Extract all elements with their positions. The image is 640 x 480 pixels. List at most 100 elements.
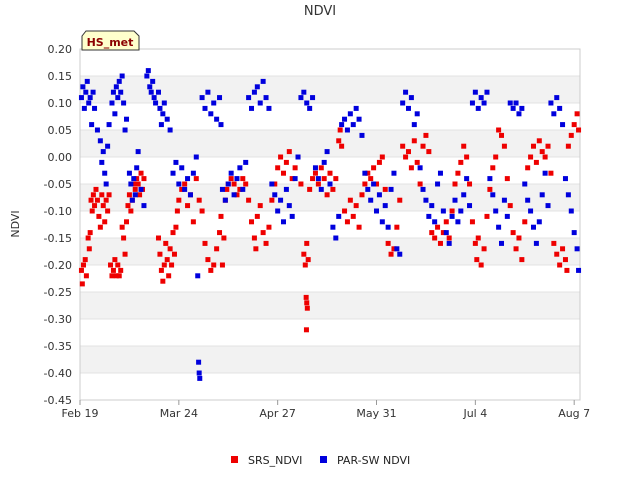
point-par-sw-ndvi bbox=[475, 105, 481, 111]
point-srs-ndvi bbox=[507, 203, 513, 209]
point-srs-ndvi bbox=[249, 219, 255, 225]
point-srs-ndvi bbox=[132, 186, 138, 192]
point-srs-ndvi bbox=[102, 219, 108, 225]
point-par-sw-ndvi bbox=[190, 170, 196, 176]
point-par-sw-ndvi bbox=[356, 116, 362, 122]
point-par-sw-ndvi bbox=[131, 176, 137, 182]
point-par-sw-ndvi bbox=[307, 105, 313, 111]
plot-band bbox=[80, 211, 580, 238]
point-srs-ndvi bbox=[164, 257, 170, 263]
point-srs-ndvi bbox=[411, 138, 417, 144]
point-srs-ndvi bbox=[557, 262, 563, 268]
point-par-sw-ndvi bbox=[554, 95, 560, 101]
point-par-sw-ndvi bbox=[83, 89, 89, 95]
point-srs-ndvi bbox=[237, 186, 243, 192]
point-srs-ndvi bbox=[135, 181, 141, 187]
point-par-sw-ndvi bbox=[263, 95, 269, 101]
plot-band bbox=[80, 373, 580, 400]
point-srs-ndvi bbox=[128, 208, 134, 214]
point-srs-ndvi bbox=[217, 230, 223, 236]
point-par-sw-ndvi bbox=[246, 95, 252, 101]
point-srs-ndvi bbox=[283, 159, 289, 165]
point-par-sw-ndvi bbox=[195, 273, 201, 279]
point-srs-ndvi bbox=[174, 208, 180, 214]
point-srs-ndvi bbox=[405, 149, 411, 155]
point-srs-ndvi bbox=[435, 224, 441, 230]
point-srs-ndvi bbox=[307, 186, 313, 192]
point-srs-ndvi bbox=[169, 262, 175, 268]
point-srs-ndvi bbox=[365, 170, 371, 176]
point-par-sw-ndvi bbox=[414, 111, 420, 117]
plot-band bbox=[80, 319, 580, 346]
point-srs-ndvi bbox=[560, 246, 566, 252]
point-par-sw-ndvi bbox=[278, 197, 284, 203]
point-par-sw-ndvi bbox=[525, 197, 531, 203]
point-srs-ndvi bbox=[163, 240, 169, 246]
point-srs-ndvi bbox=[400, 143, 406, 149]
point-srs-ndvi bbox=[452, 181, 458, 187]
point-srs-ndvi bbox=[353, 203, 359, 209]
point-par-sw-ndvi bbox=[141, 203, 147, 209]
point-srs-ndvi bbox=[551, 240, 557, 246]
point-par-sw-ndvi bbox=[403, 89, 409, 95]
point-par-sw-ndvi bbox=[132, 192, 138, 198]
point-srs-ndvi bbox=[263, 240, 269, 246]
y-tick-label: -0.30 bbox=[44, 313, 72, 326]
point-par-sw-ndvi bbox=[272, 192, 278, 198]
point-par-sw-ndvi bbox=[197, 375, 203, 381]
point-par-sw-ndvi bbox=[128, 181, 134, 187]
data-points bbox=[78, 68, 582, 381]
point-srs-ndvi bbox=[487, 186, 493, 192]
point-srs-ndvi bbox=[278, 154, 284, 160]
point-par-sw-ndvi bbox=[193, 154, 199, 160]
point-srs-ndvi bbox=[179, 186, 185, 192]
point-par-sw-ndvi bbox=[148, 89, 154, 95]
point-srs-ndvi bbox=[96, 213, 102, 219]
point-srs-ndvi bbox=[568, 132, 574, 138]
point-par-sw-ndvi bbox=[124, 116, 130, 122]
point-par-sw-ndvi bbox=[202, 105, 208, 111]
plot-band bbox=[80, 157, 580, 184]
legend-item-srs-ndvi[interactable]: SRS_NDVI bbox=[231, 454, 302, 467]
point-srs-ndvi bbox=[305, 257, 311, 263]
point-par-sw-ndvi bbox=[135, 149, 141, 155]
point-par-sw-ndvi bbox=[330, 224, 336, 230]
point-par-sw-ndvi bbox=[371, 181, 377, 187]
point-par-sw-ndvi bbox=[99, 159, 105, 165]
plot-frame bbox=[79, 48, 581, 401]
point-par-sw-ndvi bbox=[382, 203, 388, 209]
point-srs-ndvi bbox=[202, 240, 208, 246]
point-srs-ndvi bbox=[379, 154, 385, 160]
point-srs-ndvi bbox=[160, 278, 166, 284]
point-srs-ndvi bbox=[342, 208, 348, 214]
point-par-sw-ndvi bbox=[78, 95, 84, 101]
point-par-sw-ndvi bbox=[150, 78, 156, 84]
point-srs-ndvi bbox=[289, 176, 295, 182]
point-par-sw-ndvi bbox=[353, 105, 359, 111]
point-par-sw-ndvi bbox=[112, 111, 118, 117]
point-par-sw-ndvi bbox=[228, 170, 234, 176]
point-srs-ndvi bbox=[185, 203, 191, 209]
point-par-sw-ndvi bbox=[158, 122, 164, 128]
legend-item-par-sw-ndvi[interactable]: PAR-SW NDVI bbox=[320, 454, 410, 467]
point-srs-ndvi bbox=[333, 176, 339, 182]
point-srs-ndvi bbox=[376, 159, 382, 165]
point-par-sw-ndvi bbox=[211, 100, 217, 106]
point-srs-ndvi bbox=[339, 143, 345, 149]
point-srs-ndvi bbox=[243, 181, 249, 187]
point-par-sw-ndvi bbox=[417, 165, 423, 171]
point-srs-ndvi bbox=[224, 186, 230, 192]
point-srs-ndvi bbox=[528, 154, 534, 160]
point-srs-ndvi bbox=[371, 165, 377, 171]
point-srs-ndvi bbox=[469, 219, 475, 225]
plot-band bbox=[80, 184, 580, 211]
point-srs-ndvi bbox=[272, 181, 278, 187]
point-par-sw-ndvi bbox=[574, 246, 580, 252]
point-srs-ndvi bbox=[298, 181, 304, 187]
point-srs-ndvi bbox=[115, 262, 121, 268]
point-srs-ndvi bbox=[208, 267, 214, 273]
point-srs-ndvi bbox=[97, 224, 103, 230]
point-srs-ndvi bbox=[246, 197, 252, 203]
point-par-sw-ndvi bbox=[362, 170, 368, 176]
point-srs-ndvi bbox=[474, 257, 480, 263]
